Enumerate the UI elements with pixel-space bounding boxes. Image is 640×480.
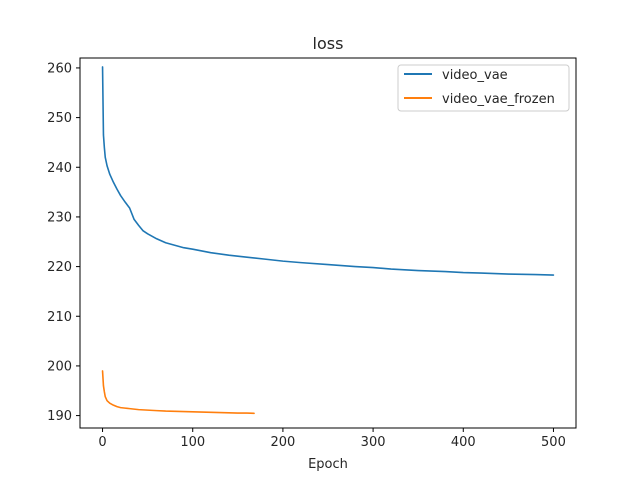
x-tick-label: 400 [451, 435, 476, 450]
series-line-video-vae [101, 66, 555, 276]
chart-title: loss [313, 34, 344, 53]
legend: video_vae video_vae_frozen [397, 64, 570, 112]
y-axis: 190 200 210 220 230 240 250 260 [47, 61, 80, 424]
x-tick-label: 0 [98, 435, 106, 450]
legend-label-video-vae-frozen: video_vae_frozen [442, 92, 555, 107]
legend-label-video-vae: video_vae [442, 68, 508, 83]
y-tick-label: 190 [47, 409, 72, 424]
y-tick-label: 210 [47, 310, 72, 325]
y-tick-label: 230 [47, 210, 72, 225]
x-axis-title: Epoch [308, 457, 348, 472]
y-tick-label: 240 [47, 161, 72, 176]
series-line-video-vae-frozen [101, 370, 255, 415]
x-tick-label: 200 [270, 435, 295, 450]
legend-box [397, 64, 570, 112]
x-axis: 0 100 200 300 400 500 [98, 428, 566, 450]
x-tick-label: 100 [180, 435, 205, 450]
x-tick-label: 300 [361, 435, 386, 450]
y-tick-label: 200 [47, 359, 72, 374]
plot-frame [79, 57, 577, 429]
plot-lines [101, 66, 555, 415]
x-tick-label: 500 [541, 435, 566, 450]
y-tick-label: 260 [47, 61, 72, 76]
y-tick-label: 250 [47, 111, 72, 126]
y-tick-label: 220 [47, 260, 72, 275]
